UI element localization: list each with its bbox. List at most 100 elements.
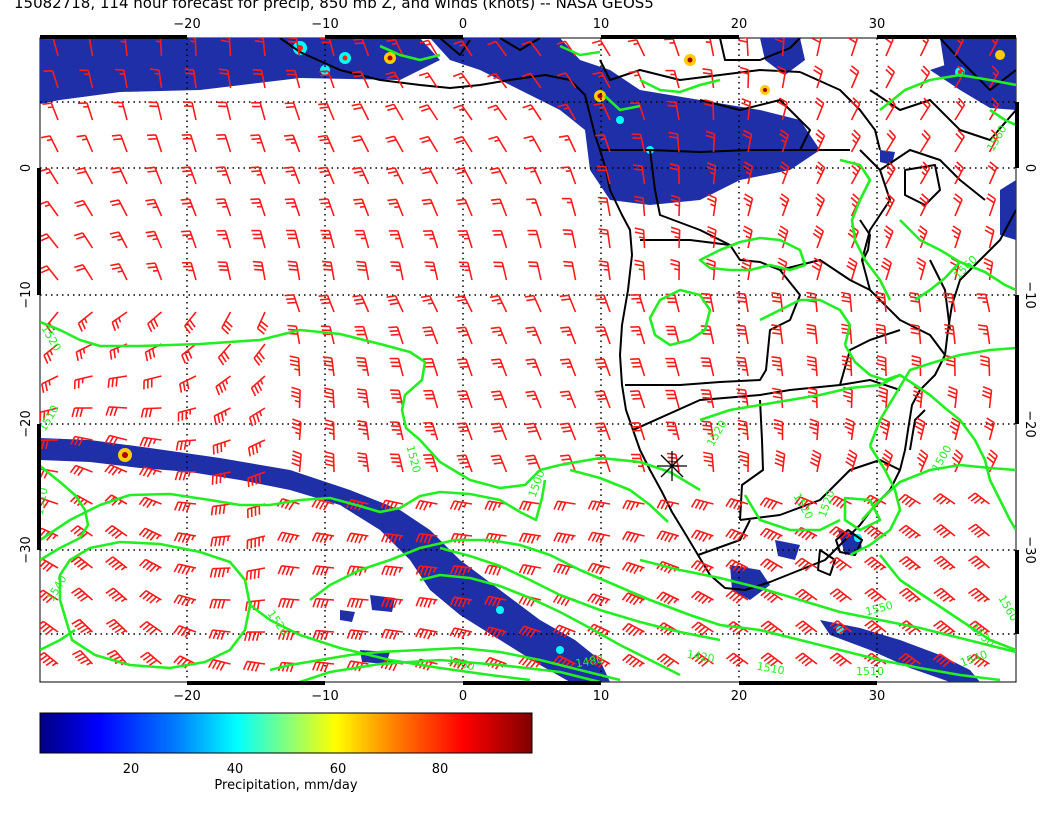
wind-barb-feather xyxy=(813,69,822,76)
wind-barb-feather xyxy=(210,537,214,547)
wind-barb-feather xyxy=(594,294,604,297)
wind-barb-feather xyxy=(453,501,459,511)
wind-barb-feather xyxy=(957,39,963,45)
wind-barb-feather xyxy=(735,596,744,604)
wind-barb-feather xyxy=(285,599,291,609)
wind-barb-feather xyxy=(760,652,769,660)
wind-barb-feather xyxy=(213,415,217,425)
wind-barb-feather xyxy=(318,166,328,170)
wind-barb-feather xyxy=(213,568,218,578)
wind-barb-feather xyxy=(458,426,468,429)
wind-barb xyxy=(850,135,861,153)
wind-barb xyxy=(781,230,789,249)
wind-barb-feather xyxy=(771,324,781,327)
wind-barb-feather xyxy=(120,40,126,43)
wind-barb xyxy=(709,294,715,313)
wind-barb-feather xyxy=(556,72,566,77)
wind-barb-feather xyxy=(703,455,713,459)
wind-barb-feather xyxy=(73,466,81,475)
wind-barb-feather xyxy=(736,356,746,359)
wind-barb-feather xyxy=(415,628,421,638)
wind-barb xyxy=(975,523,991,537)
wind-barb-feather xyxy=(491,390,501,393)
wind-barb xyxy=(327,70,335,89)
wind-barb-feather xyxy=(455,295,465,299)
wind-barb xyxy=(51,70,59,89)
wind-barb-feather xyxy=(71,407,76,418)
wind-barb-feather xyxy=(463,502,467,508)
wind-barb-feather xyxy=(921,171,927,176)
wind-barb-feather xyxy=(847,38,857,44)
wind-barb-feather xyxy=(867,590,876,598)
wind-barb-feather xyxy=(418,72,429,77)
wind-barb xyxy=(731,559,749,569)
wind-barb-feather xyxy=(707,162,716,167)
wind-barb-feather xyxy=(458,394,468,397)
wind-barb-feather xyxy=(729,499,736,508)
wind-barb-feather xyxy=(456,422,466,425)
wind-barb xyxy=(906,587,922,601)
wind-barb-feather xyxy=(493,429,503,433)
wind-barb-feather xyxy=(139,651,149,659)
wind-barb-feather xyxy=(111,624,121,631)
wind-barb-feather xyxy=(923,129,931,138)
wind-barb-feather xyxy=(324,567,329,576)
wind-barb xyxy=(360,71,370,89)
wind-barb-feather xyxy=(916,261,925,268)
wind-barb-feather xyxy=(113,138,123,141)
wind-barb xyxy=(454,596,473,601)
wind-barb xyxy=(118,167,128,185)
wind-barb-feather xyxy=(881,417,890,424)
wind-barb-feather xyxy=(595,454,605,457)
wind-barb-feather xyxy=(957,129,965,138)
wind-barb-feather xyxy=(258,473,261,484)
wind-barb-feather xyxy=(288,40,298,43)
wind-barb xyxy=(710,70,715,89)
wind-barb-feather xyxy=(80,320,86,330)
wind-barb-feather xyxy=(452,72,462,78)
wind-barb-feather xyxy=(318,102,328,106)
wind-barb-feather xyxy=(595,533,601,543)
wind-barb-feather xyxy=(876,359,886,363)
wind-barb-feather xyxy=(942,595,951,602)
wind-barb-feather xyxy=(673,598,678,604)
wind-barb xyxy=(904,493,921,505)
wind-barb xyxy=(419,596,438,601)
wind-barb xyxy=(332,389,335,409)
wind-barb-feather xyxy=(185,566,191,576)
wind-barb-feather xyxy=(848,449,858,456)
wind-barb xyxy=(189,166,197,185)
wind-barb-feather xyxy=(982,390,992,395)
wind-barb-feather xyxy=(770,564,778,572)
wind-barb-feather xyxy=(458,75,465,80)
wind-barb-feather xyxy=(565,534,571,544)
wind-barb-feather xyxy=(250,387,257,397)
wind-barb xyxy=(499,198,508,217)
wind-barb xyxy=(661,530,680,537)
wind-barb-feather xyxy=(220,39,230,43)
wind-barb-feather xyxy=(634,227,644,231)
wind-barb xyxy=(661,499,680,505)
wind-barb-feather xyxy=(322,356,332,359)
wind-barb-feather xyxy=(113,349,116,359)
wind-barb-feather xyxy=(422,170,432,175)
wind-barb-feather xyxy=(487,40,497,46)
wind-barb-feather xyxy=(629,564,636,573)
wind-barb-feather xyxy=(216,202,226,205)
wind-barb-feather xyxy=(77,170,87,175)
wind-barb-feather xyxy=(815,132,824,140)
wind-barb xyxy=(488,626,507,633)
wind-barb-feather xyxy=(846,457,855,464)
wind-barb-feather xyxy=(735,659,744,667)
wind-barb-feather xyxy=(745,171,751,176)
wind-barb-feather xyxy=(255,354,263,363)
wind-barb xyxy=(143,375,162,382)
wind-barb xyxy=(223,166,232,185)
wind-barb-feather xyxy=(317,134,327,138)
wind-barb-feather xyxy=(904,657,913,665)
wind-barb-feather xyxy=(829,620,838,627)
wind-barb-feather xyxy=(901,496,910,504)
wind-barb xyxy=(159,38,163,57)
wind-barb-feather xyxy=(393,174,399,177)
wind-barb-feather xyxy=(908,531,917,539)
